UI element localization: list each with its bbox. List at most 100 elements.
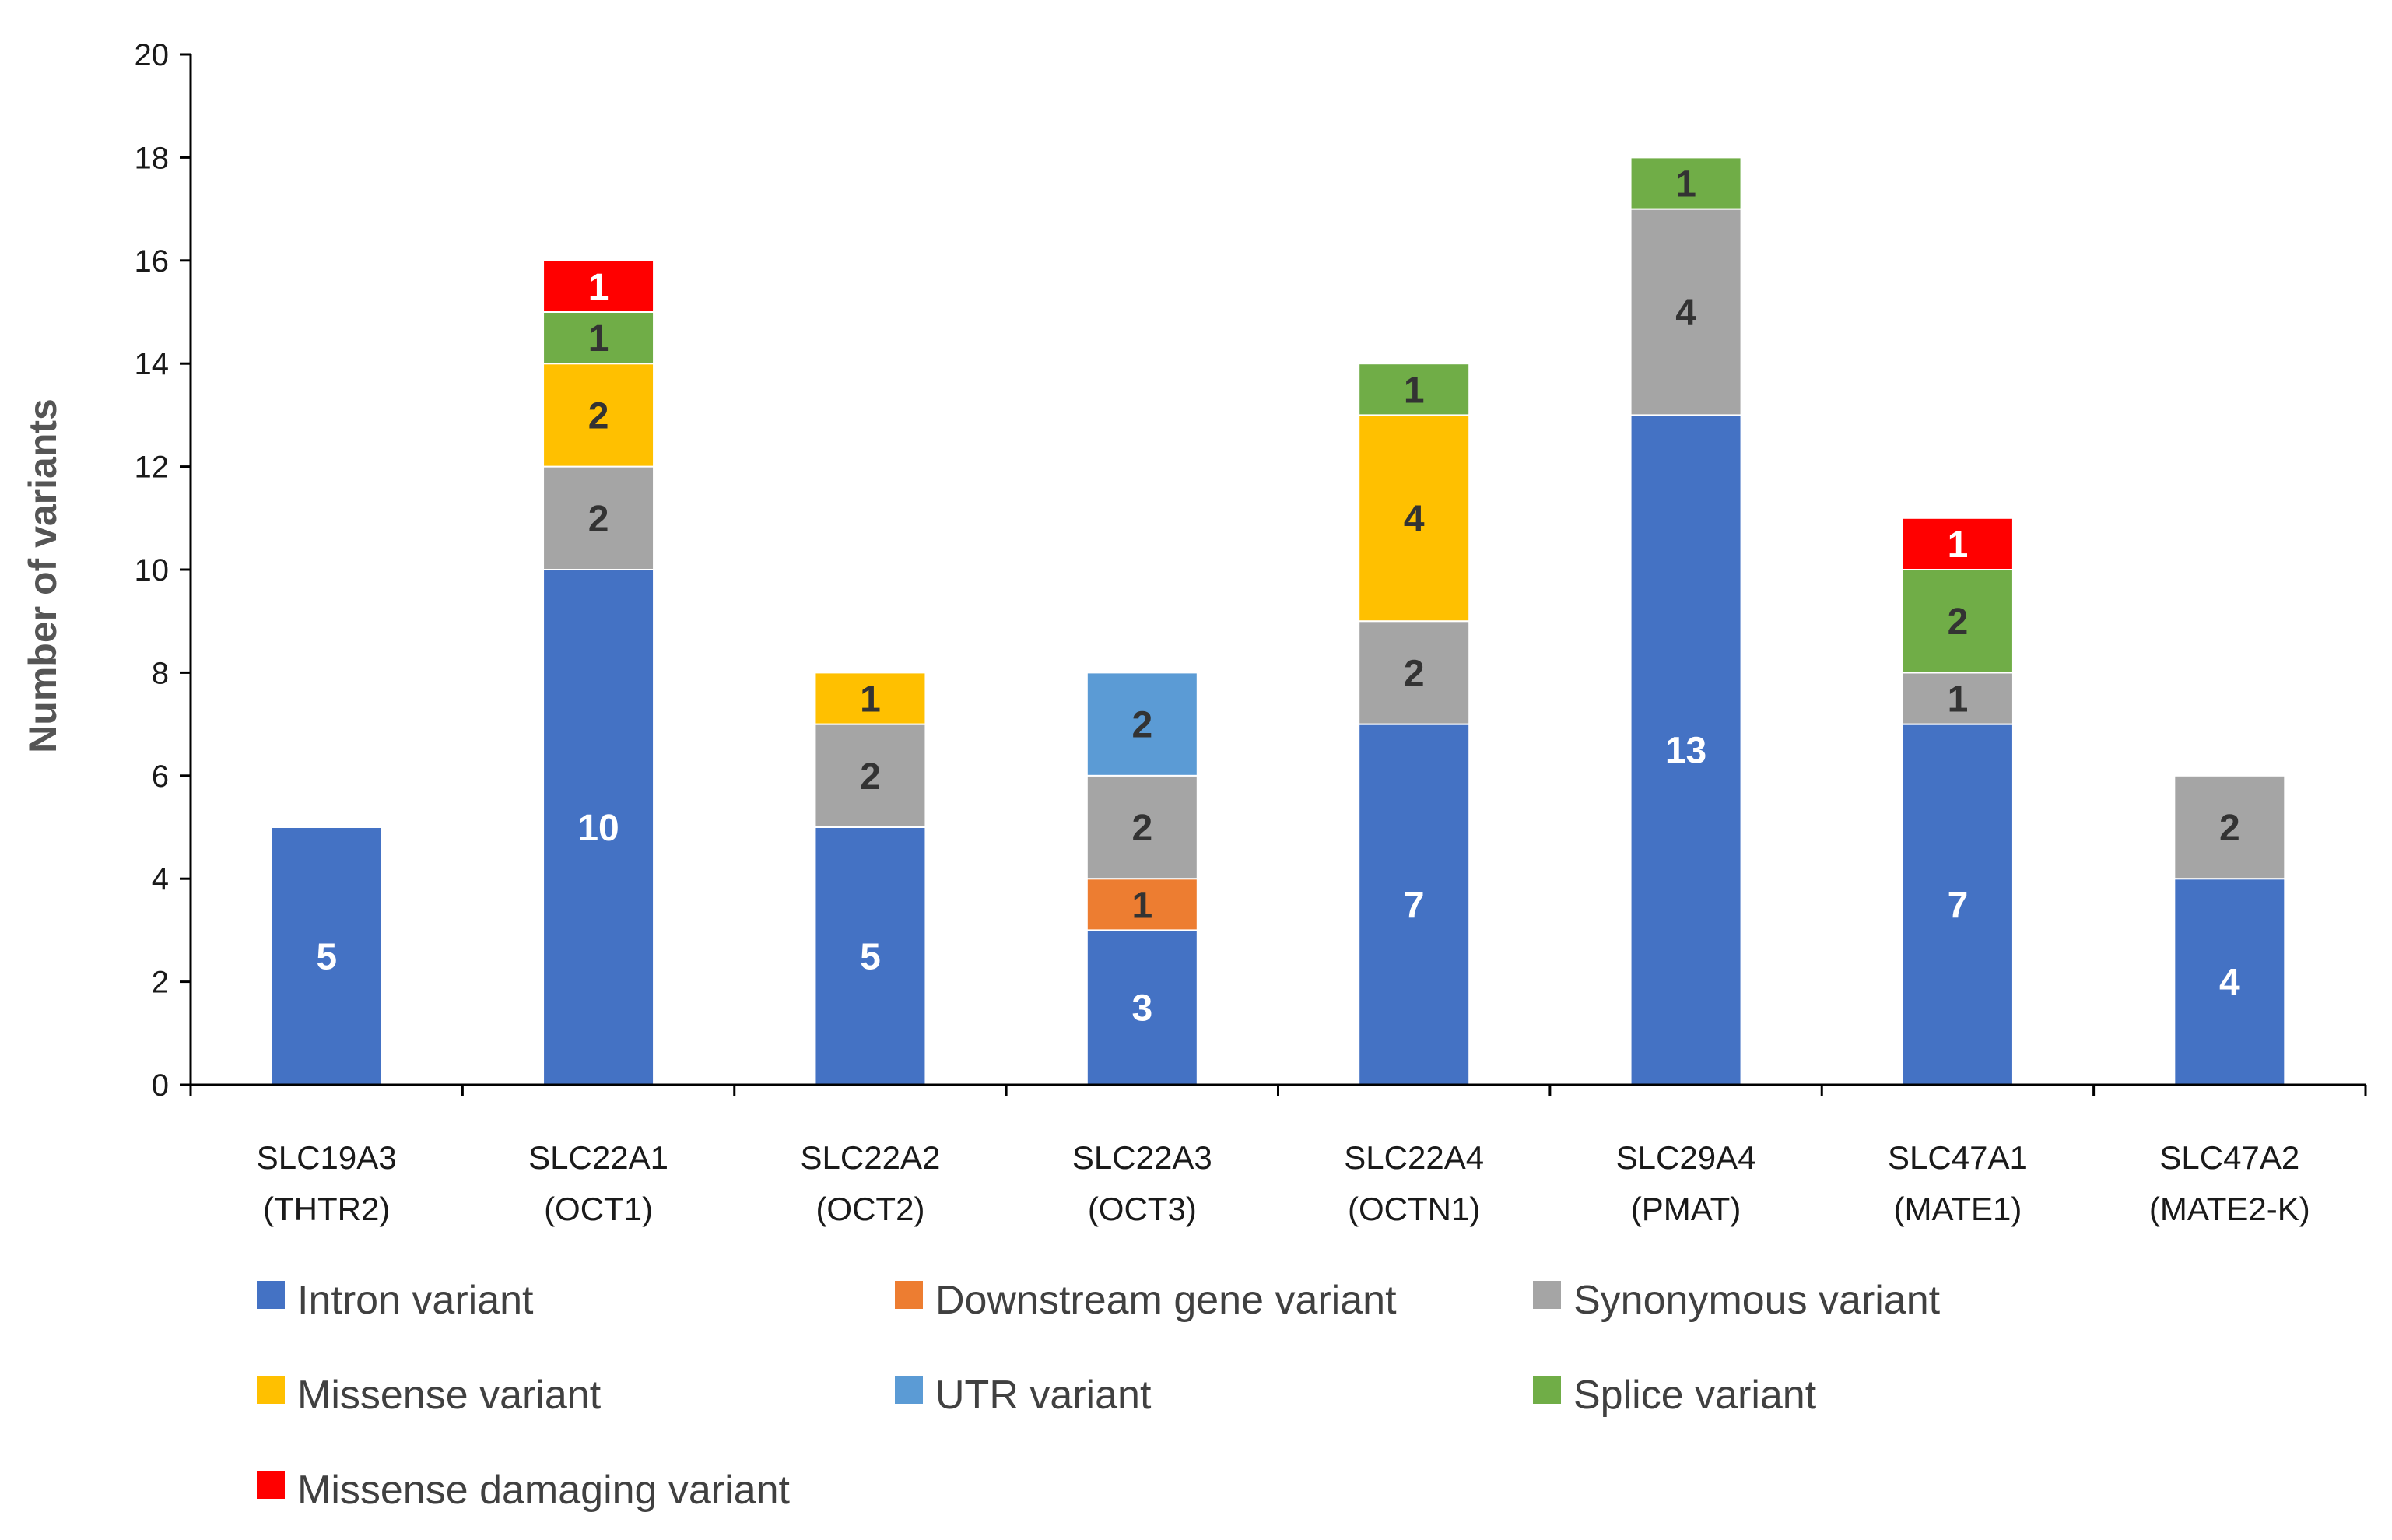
bar-segment bbox=[1086, 774, 1198, 880]
legend-swatch bbox=[1533, 1281, 1561, 1309]
bar-segment bbox=[814, 672, 927, 725]
bar-value-label: 1 bbox=[588, 318, 609, 360]
bar-value-label: 10 bbox=[577, 808, 619, 849]
bar-value-label: 4 bbox=[1675, 293, 1696, 334]
bar-segment bbox=[814, 723, 927, 828]
bar-value-label: 1 bbox=[1948, 524, 1969, 566]
bar-segment bbox=[270, 826, 383, 1086]
y-tick-label: 14 bbox=[135, 347, 170, 381]
x-tick-label: SLC47A2 bbox=[2159, 1139, 2299, 1176]
bar-segment bbox=[1629, 414, 1742, 1086]
bar-value-label: 7 bbox=[1404, 885, 1425, 926]
legend-item: Missense damaging variant bbox=[257, 1468, 791, 1513]
bar-segment bbox=[1086, 672, 1198, 777]
bar-value-label: 1 bbox=[1948, 679, 1969, 721]
y-tick-label: 2 bbox=[152, 966, 169, 1000]
x-tick-label: (OCTN1) bbox=[1348, 1191, 1480, 1227]
x-tick-label: (OCT2) bbox=[815, 1191, 924, 1227]
bar-value-label: 1 bbox=[1131, 885, 1152, 926]
legend: Intron variant Downstream gene variant Syn… bbox=[257, 1278, 1941, 1513]
bar-segment bbox=[1358, 414, 1471, 623]
legend-swatch bbox=[1533, 1376, 1561, 1404]
y-axis-label: Number of variants bbox=[21, 398, 65, 753]
x-tick-label: SLC47A1 bbox=[1888, 1139, 2028, 1176]
x-tick-label: SLC22A4 bbox=[1344, 1139, 1484, 1176]
x-tick-label: (OCT1) bbox=[544, 1191, 653, 1227]
x-tick-label: (OCT3) bbox=[1088, 1191, 1197, 1227]
legend-item: Intron variant bbox=[257, 1278, 534, 1323]
bar-segment bbox=[542, 259, 655, 313]
bar-value-label: 7 bbox=[1948, 885, 1969, 926]
bar-segment bbox=[1629, 208, 1742, 416]
x-tick-label: (THTR2) bbox=[263, 1191, 390, 1227]
x-tick-label: SLC22A1 bbox=[528, 1139, 668, 1176]
legend-swatch bbox=[895, 1281, 923, 1309]
y-tick-label: 6 bbox=[152, 759, 169, 794]
x-tick-label: SLC29A4 bbox=[1616, 1139, 1756, 1176]
legend-swatch bbox=[257, 1281, 285, 1309]
bar-segment bbox=[1086, 929, 1198, 1086]
bar-segment bbox=[542, 569, 655, 1086]
legend-label: Splice variant bbox=[1573, 1373, 1817, 1418]
bar-value-label: 1 bbox=[1675, 164, 1696, 205]
x-tick-label: SLC19A3 bbox=[257, 1139, 397, 1176]
x-tick-label: SLC22A2 bbox=[801, 1139, 941, 1176]
y-axis: 0 2 4 6 8 10 12 14 16 18 20 bbox=[135, 38, 192, 1103]
x-tick-label: SLC22A3 bbox=[1072, 1139, 1212, 1176]
bar-value-label: 2 bbox=[1131, 705, 1152, 746]
bar-value-label: 3 bbox=[1131, 988, 1152, 1030]
bar-value-label: 5 bbox=[316, 937, 337, 978]
bar-segment bbox=[1358, 620, 1471, 725]
y-tick-label: 12 bbox=[135, 451, 170, 485]
y-tick-label: 0 bbox=[152, 1068, 169, 1103]
bar-value-label: 4 bbox=[1404, 499, 1425, 540]
legend-item: UTR variant bbox=[895, 1373, 1152, 1418]
bar-value-label: 4 bbox=[2219, 963, 2240, 1004]
bar-value-label: 2 bbox=[1948, 602, 1969, 643]
bar-value-label: 2 bbox=[588, 499, 609, 540]
bar-value-label: 2 bbox=[2219, 808, 2240, 849]
x-tick-label: (PMAT) bbox=[1631, 1191, 1741, 1227]
bar-segment bbox=[1629, 156, 1742, 210]
legend-item: Downstream gene variant bbox=[895, 1278, 1397, 1323]
bar-segment bbox=[2173, 878, 2286, 1086]
bar-value-label: 2 bbox=[860, 756, 881, 798]
bar-segment bbox=[1901, 569, 2014, 674]
legend-swatch bbox=[895, 1376, 923, 1404]
legend-item: Synonymous variant bbox=[1533, 1278, 1941, 1323]
y-tick-label: 20 bbox=[135, 38, 170, 72]
y-tick-label: 4 bbox=[152, 862, 169, 896]
legend-label: Missense variant bbox=[297, 1373, 602, 1418]
bar-value-label: 1 bbox=[860, 679, 881, 721]
legend-item: Splice variant bbox=[1533, 1373, 1817, 1418]
bar-value-label: 1 bbox=[588, 267, 609, 308]
bar-value-label: 1 bbox=[1404, 370, 1425, 411]
bar-segment bbox=[1358, 363, 1471, 416]
legend-label: Downstream gene variant bbox=[935, 1278, 1397, 1323]
bar-segment bbox=[1086, 878, 1198, 931]
legend-item: Missense variant bbox=[257, 1373, 602, 1418]
x-axis: SLC19A3 (THTR2) SLC22A1 (OCT1) SLC22A2 (OCT2)… bbox=[189, 1083, 2367, 1227]
legend-label: UTR variant bbox=[935, 1373, 1152, 1418]
bar-value-label: 13 bbox=[1665, 731, 1706, 772]
bar-value-label: 2 bbox=[1404, 653, 1425, 694]
y-tick-label: 16 bbox=[135, 244, 170, 279]
bar-value-label: 2 bbox=[588, 395, 609, 437]
y-tick-label: 10 bbox=[135, 553, 170, 588]
x-tick-label: (MATE1) bbox=[1893, 1191, 2022, 1227]
legend-swatch bbox=[257, 1471, 285, 1499]
bar-segment bbox=[542, 311, 655, 365]
bar-segment bbox=[1901, 517, 2014, 570]
bar-segment bbox=[1901, 723, 2014, 1086]
x-tick-label: (MATE2-K) bbox=[2149, 1191, 2310, 1227]
bar-value-label: 5 bbox=[860, 937, 881, 978]
legend-label: Intron variant bbox=[297, 1278, 534, 1323]
bar-value-label: 2 bbox=[1131, 808, 1152, 849]
bar-segment bbox=[2173, 774, 2286, 880]
legend-label: Synonymous variant bbox=[1573, 1278, 1941, 1323]
legend-label: Missense damaging variant bbox=[297, 1468, 791, 1513]
legend-swatch bbox=[257, 1376, 285, 1404]
y-tick-label: 8 bbox=[152, 656, 169, 690]
